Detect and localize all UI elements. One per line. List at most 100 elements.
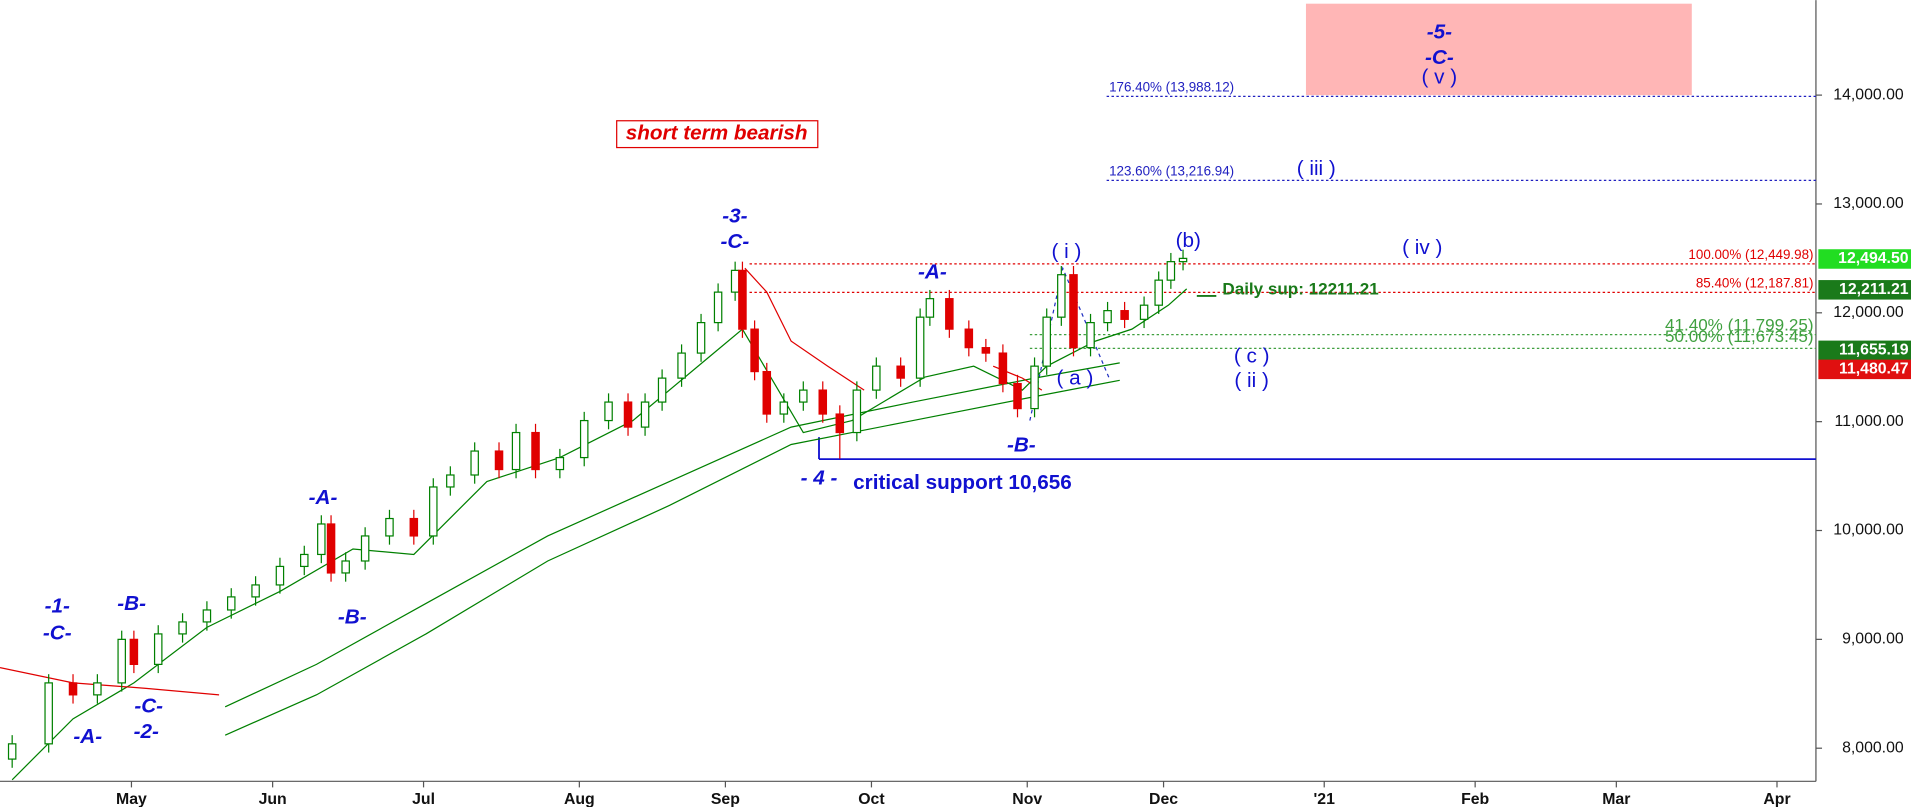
price-tag-label: 12,211.21 xyxy=(1839,281,1909,298)
y-tick-label: 14,000.00 xyxy=(1833,86,1904,103)
wave-label: -B- xyxy=(1007,434,1036,457)
level-label: 100.00% (12,449.98) xyxy=(1688,247,1813,262)
candle-body xyxy=(129,638,139,665)
candle-body xyxy=(470,450,479,476)
candle-body xyxy=(1057,274,1066,318)
candle-body xyxy=(341,560,350,574)
wave-label: ( iv ) xyxy=(1402,236,1442,259)
y-tick-label: 9,000.00 xyxy=(1842,631,1904,648)
x-tick-label: Aug xyxy=(564,791,595,807)
wave-label: -C- xyxy=(721,230,750,253)
candle-body xyxy=(1069,274,1078,349)
price-tag xyxy=(1818,340,1911,361)
price-tag xyxy=(1818,359,1911,380)
candle-body xyxy=(818,389,828,415)
x-tick-label: Feb xyxy=(1461,791,1489,807)
candle-body xyxy=(925,298,935,318)
price-tag-label: 11,655.19 xyxy=(1839,342,1909,359)
candle-body xyxy=(579,419,589,459)
x-tick-label: Sep xyxy=(711,791,740,807)
support-label: critical support 10,656 xyxy=(853,471,1072,494)
candle-body xyxy=(915,316,925,379)
wave-label: -5- xyxy=(1427,20,1452,43)
x-tick-label: Apr xyxy=(1763,791,1790,807)
candle-body xyxy=(226,596,236,611)
candle-body xyxy=(872,365,881,391)
candle-body xyxy=(326,523,336,574)
note: short term bearish xyxy=(626,122,808,145)
wave-label: ( ii ) xyxy=(1234,369,1269,392)
candle-body xyxy=(409,517,419,537)
level-label: 41.40% (11,799.25) xyxy=(1665,316,1813,335)
candle-body xyxy=(7,743,17,760)
x-tick-label: Oct xyxy=(858,791,885,807)
wave-label: ( v ) xyxy=(1422,66,1458,89)
x-tick-label: Jun xyxy=(259,791,287,807)
candle-body xyxy=(1086,321,1095,349)
candle-body xyxy=(93,682,102,696)
candle-body xyxy=(713,291,723,324)
wave-label: -C- xyxy=(43,621,72,644)
candle-body xyxy=(531,431,540,471)
candle-body xyxy=(981,347,991,354)
candle-body xyxy=(799,389,808,403)
candle-body xyxy=(1154,279,1163,306)
candle-body xyxy=(1120,310,1129,320)
x-tick-label: Nov xyxy=(1012,791,1042,807)
candle-body xyxy=(178,621,187,635)
candle-body xyxy=(1103,310,1112,324)
y-tick-label: 10,000.00 xyxy=(1833,522,1904,539)
x-tick-label: Jul xyxy=(412,791,435,807)
candle-body xyxy=(385,517,394,537)
candle-body xyxy=(360,535,370,562)
ma-line xyxy=(11,288,1188,781)
x-tick-label: May xyxy=(116,791,147,807)
ma-line xyxy=(224,362,1120,708)
candle-body xyxy=(640,401,650,428)
wave-label: ( a ) xyxy=(1057,367,1094,390)
wave-label: -A- xyxy=(918,261,947,284)
candle-body xyxy=(1030,365,1039,410)
candle-body xyxy=(623,401,633,428)
candle-body xyxy=(251,584,260,598)
price-tag xyxy=(1818,249,1911,269)
candle-body xyxy=(730,269,740,293)
wave-label: (b) xyxy=(1176,229,1201,252)
candle-body xyxy=(696,321,706,354)
wave-label: ( iii ) xyxy=(1297,157,1336,180)
candle-body xyxy=(275,565,285,586)
daily-support-label: Daily sup: 12211.21 xyxy=(1222,279,1378,298)
level-label: 85.40% (12,187.81) xyxy=(1696,275,1814,290)
candle-body xyxy=(852,389,862,434)
wave-label: ( i ) xyxy=(1051,240,1081,263)
candle-body xyxy=(68,682,78,696)
wave-label: -3- xyxy=(722,205,747,228)
candle-body xyxy=(896,365,905,379)
candle-body xyxy=(1013,382,1022,410)
candle-body xyxy=(555,456,565,471)
candle-body xyxy=(677,352,686,379)
x-tick-label: '21 xyxy=(1314,791,1336,807)
wave-label: -B- xyxy=(338,605,367,628)
candle-body xyxy=(153,633,163,665)
candle-body xyxy=(779,401,789,415)
x-tick-label: Mar xyxy=(1602,791,1630,807)
wave-label: ( c ) xyxy=(1234,345,1270,368)
wave-label: -A- xyxy=(73,725,102,748)
candle-body xyxy=(998,352,1008,385)
candle-body xyxy=(604,401,613,422)
candle-body xyxy=(762,370,772,415)
y-tick-label: 12,000.00 xyxy=(1833,304,1904,321)
candle-body xyxy=(44,682,53,745)
candle-body xyxy=(964,328,974,349)
candle-body xyxy=(317,523,326,556)
wave-label: -B- xyxy=(117,592,146,615)
wave-label: -2- xyxy=(134,720,159,743)
wave-label: -A- xyxy=(309,486,338,509)
y-tick-label: 8,000.00 xyxy=(1842,739,1904,756)
level-label: 50.00% (11,673.45) xyxy=(1665,327,1813,346)
candle-body xyxy=(117,638,126,684)
target-zone xyxy=(1305,3,1692,96)
